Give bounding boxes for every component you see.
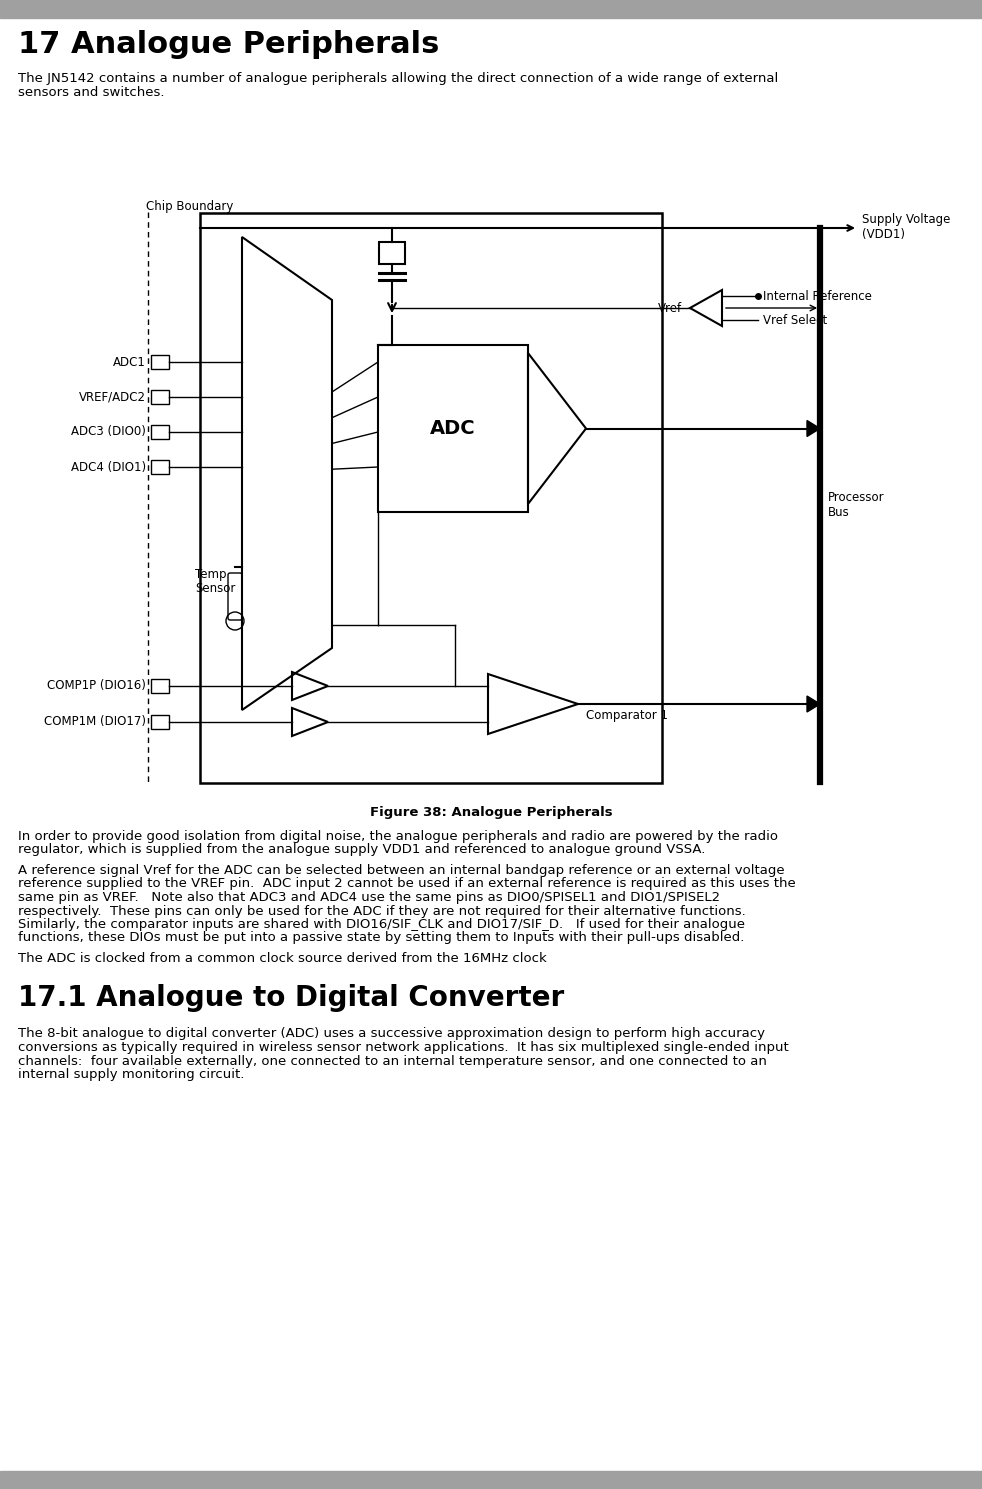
Text: Sensor: Sensor	[195, 582, 236, 596]
Text: respectively.  These pins can only be used for the ADC if they are not required : respectively. These pins can only be use…	[18, 904, 745, 917]
Text: Supply Voltage: Supply Voltage	[862, 213, 951, 226]
Text: ADC: ADC	[430, 418, 476, 438]
Text: The 8-bit analogue to digital converter (ADC) uses a successive approximation de: The 8-bit analogue to digital converter …	[18, 1027, 765, 1041]
Text: reference supplied to the VREF pin.  ADC input 2 cannot be used if an external r: reference supplied to the VREF pin. ADC …	[18, 877, 795, 890]
Text: Similarly, the comparator inputs are shared with DIO16/SIF_CLK and DIO17/SIF_D. : Similarly, the comparator inputs are sha…	[18, 919, 745, 931]
Bar	[151, 460, 169, 474]
Bar	[151, 715, 169, 730]
Text: Comparator 1: Comparator 1	[586, 709, 668, 722]
Text: regulator, which is supplied from the analogue supply VDD1 and referenced to ana: regulator, which is supplied from the an…	[18, 843, 705, 856]
Text: A reference signal Vref for the ADC can be selected between an internal bandgap : A reference signal Vref for the ADC can …	[18, 864, 785, 877]
Text: conversions as typically required in wireless sensor network applications.  It h: conversions as typically required in wir…	[18, 1041, 789, 1054]
Bar	[200, 213, 662, 783]
Text: 54: 54	[18, 1474, 33, 1486]
Text: JN-DS-JN5142 1v0: JN-DS-JN5142 1v0	[435, 1474, 547, 1486]
Text: © NXP Laboratories UK 2012: © NXP Laboratories UK 2012	[783, 1474, 964, 1486]
Text: ADC3 (DIO0): ADC3 (DIO0)	[71, 426, 146, 438]
Bar	[0, 1471, 982, 1489]
Text: VREF/ADC2: VREF/ADC2	[79, 390, 146, 404]
Text: Internal Reference: Internal Reference	[763, 289, 872, 302]
Text: 17 Analogue Peripherals: 17 Analogue Peripherals	[18, 30, 439, 60]
Text: internal supply monitoring circuit.: internal supply monitoring circuit.	[18, 1068, 245, 1081]
Text: Processor
Bus: Processor Bus	[828, 491, 885, 520]
Text: Figure 38: Analogue Peripherals: Figure 38: Analogue Peripherals	[369, 806, 613, 819]
Text: In order to provide good isolation from digital noise, the analogue peripherals : In order to provide good isolation from …	[18, 829, 778, 843]
Text: The JN5142 contains a number of analogue peripherals allowing the direct connect: The JN5142 contains a number of analogue…	[18, 71, 779, 85]
Text: Chip Boundary: Chip Boundary	[146, 200, 234, 213]
Bar	[151, 424, 169, 439]
Text: ADC4 (DIO1): ADC4 (DIO1)	[71, 460, 146, 474]
Text: Temp: Temp	[195, 567, 227, 581]
Bar	[0, 0, 982, 18]
Text: COMP1M (DIO17): COMP1M (DIO17)	[44, 716, 146, 728]
Text: functions, these DIOs must be put into a passive state by setting them to Inputs: functions, these DIOs must be put into a…	[18, 932, 744, 944]
Text: ADC1: ADC1	[113, 356, 146, 368]
Text: same pin as VREF.   Note also that ADC3 and ADC4 use the same pins as DIO0/SPISE: same pin as VREF. Note also that ADC3 an…	[18, 890, 720, 904]
Bar	[151, 679, 169, 692]
Bar	[379, 243, 405, 264]
Text: channels:  four available externally, one connected to an internal temperature s: channels: four available externally, one…	[18, 1054, 767, 1068]
Text: 17.1 Analogue to Digital Converter: 17.1 Analogue to Digital Converter	[18, 984, 565, 1011]
Bar	[378, 345, 528, 512]
Text: Vref: Vref	[658, 301, 682, 314]
Text: sensors and switches.: sensors and switches.	[18, 86, 165, 98]
Bar	[151, 354, 169, 369]
Text: (VDD1): (VDD1)	[862, 228, 905, 241]
Text: COMP1P (DIO16): COMP1P (DIO16)	[47, 679, 146, 692]
Bar	[151, 390, 169, 404]
Text: Vref Select: Vref Select	[763, 314, 827, 326]
Text: The ADC is clocked from a common clock source derived from the 16MHz clock: The ADC is clocked from a common clock s…	[18, 951, 547, 965]
Polygon shape	[807, 420, 820, 436]
Polygon shape	[807, 695, 820, 712]
